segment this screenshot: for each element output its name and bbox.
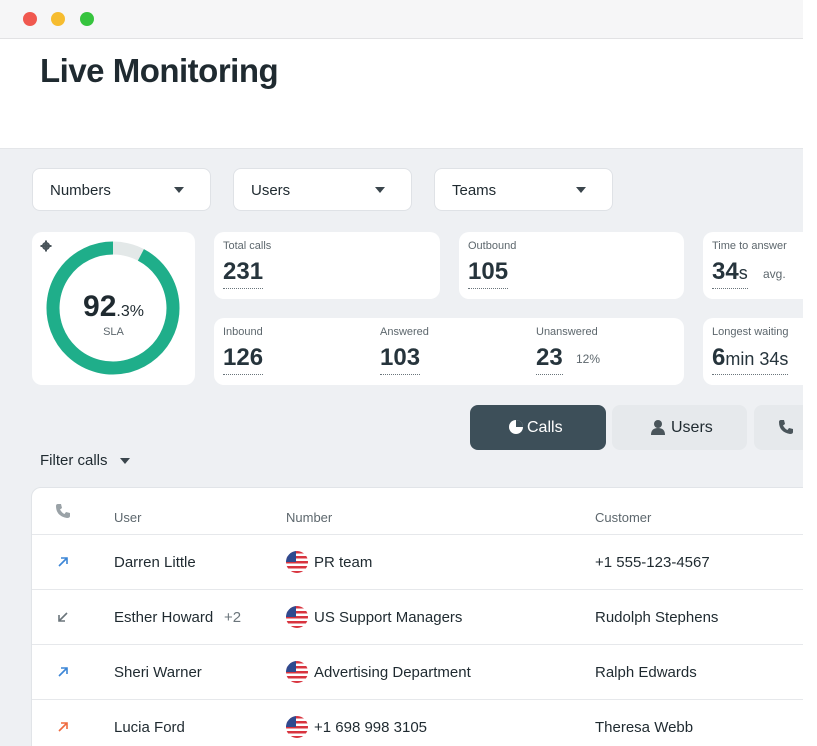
phone-icon (56, 504, 70, 518)
sla-label: SLA (103, 326, 124, 338)
stat-value: 6min 34s (712, 344, 789, 375)
tab-calls[interactable]: Calls (470, 405, 606, 450)
number-name: Advertising Department (314, 664, 471, 681)
direction-icon (58, 722, 68, 732)
stat-label: Total calls (223, 240, 272, 252)
us-flag (286, 716, 308, 738)
customer: +1 555-123-4567 (595, 554, 710, 571)
tab-label: Calls (527, 419, 563, 436)
stat-unit: min 34s (725, 349, 789, 369)
header (0, 39, 803, 149)
direction-icon (58, 612, 68, 622)
page-title: Live Monitoring (40, 52, 279, 89)
stat-card: Inbound 126 Answered 103 Unanswered 23 1… (214, 318, 684, 385)
filter-label: Users (251, 182, 291, 199)
tab-users[interactable]: Users (612, 405, 747, 450)
user-name: Darren Little (114, 554, 196, 571)
stat-share: 12% (576, 352, 601, 366)
filter-dropdown[interactable]: Numbers (32, 168, 211, 211)
filter-label: Teams (452, 182, 497, 199)
maximize-button[interactable] (80, 12, 94, 26)
filter-dropdown[interactable]: Users (233, 168, 412, 211)
stat-label: Time to answer (712, 240, 787, 252)
us-flag (286, 551, 308, 573)
stat-value: 23 (536, 344, 563, 375)
stat-number: 6 (712, 344, 726, 371)
stat-value: 126 (223, 344, 264, 375)
table-row[interactable]: Esther Howard +2 US Support Managers Rudolp… (32, 589, 803, 645)
tab-more[interactable] (754, 405, 803, 450)
user-icon (651, 420, 665, 435)
direction-icon (58, 557, 68, 567)
pie-icon (509, 420, 523, 434)
number-name: PR team (314, 554, 373, 571)
stat-label: Unanswered (536, 326, 598, 338)
table-row[interactable]: Sheri Warner Advertising Department Ralph … (32, 644, 803, 700)
stat-label: Longest waiting (712, 326, 789, 338)
filter-dropdown[interactable]: Teams (434, 168, 613, 211)
stat-card: Outbound 105 (459, 232, 684, 299)
stat-unit: s (738, 263, 748, 283)
close-button[interactable] (23, 12, 37, 26)
stat-note: avg. (763, 267, 786, 281)
stat-value: 231 (223, 258, 264, 289)
title-bar (0, 0, 803, 39)
minimize-button[interactable] (51, 12, 65, 26)
stat-label: Inbound (223, 326, 263, 338)
filter-calls-label: Filter calls (40, 452, 108, 469)
sla-card: 92.3% SLA (32, 232, 195, 385)
column-header: Customer (595, 510, 652, 525)
customer: Rudolph Stephens (595, 609, 719, 626)
phone-icon (779, 420, 793, 434)
user-extra: +2 (224, 609, 242, 626)
filter-label: Numbers (50, 182, 111, 199)
customer: Ralph Edwards (595, 664, 697, 681)
number-name: US Support Managers (314, 609, 463, 626)
gauge-arc (46, 241, 180, 375)
stat-value: 105 (468, 258, 509, 289)
column-header: User (114, 510, 142, 525)
calls-table: User Number Customer Darren Little PR tea… (31, 487, 803, 746)
stat-value: 103 (380, 344, 421, 375)
sla-whole: 92 (83, 290, 117, 323)
us-flag (286, 606, 308, 628)
stat-card: Time to answer 34s avg. (703, 232, 803, 299)
table-row[interactable]: Darren Little PR team +1 555-123-4567 (32, 534, 803, 590)
stat-number: 34 (712, 258, 739, 285)
direction-icon (58, 667, 68, 677)
us-flag (286, 661, 308, 683)
settings-icon[interactable] (40, 240, 52, 252)
stat-card: Total calls 231 (214, 232, 440, 299)
customer: Theresa Webb (595, 719, 694, 736)
stat-card: Longest waiting 6min 34s (703, 318, 803, 385)
stat-value: 34s (712, 258, 748, 289)
stat-label: Answered (380, 326, 429, 338)
tab-label: Users (671, 419, 713, 436)
sla-gauge (40, 240, 180, 375)
stat-label: Outbound (468, 240, 517, 252)
user-name: Sheri Warner (114, 664, 202, 681)
number-name: +1 698 998 3105 (314, 719, 428, 736)
user-name: Esther Howard (114, 609, 214, 626)
column-header: Number (286, 510, 333, 525)
user-name: Lucia Ford (114, 719, 185, 736)
table-row[interactable]: Lucia Ford +1 698 998 3105 Theresa Webb (32, 699, 803, 746)
sla-fraction: .3% (116, 303, 144, 320)
filter-calls[interactable]: Filter calls (40, 452, 130, 469)
sla-value: 92.3% (32, 290, 195, 324)
